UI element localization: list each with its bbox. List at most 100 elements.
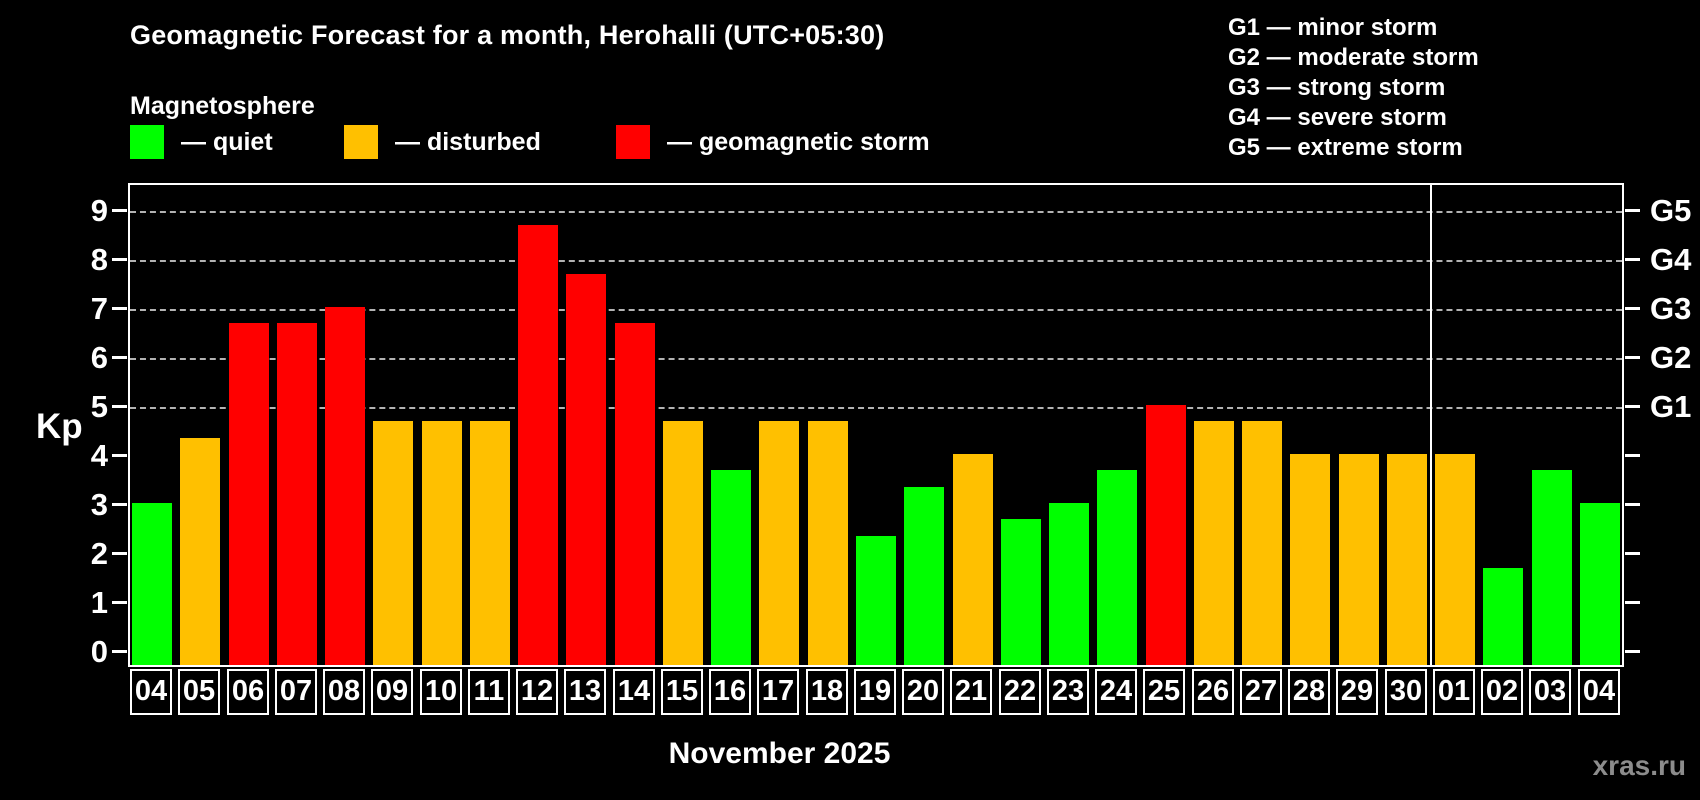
kp-bar-storm-day-25 (1146, 405, 1186, 665)
y-tick-label-0: 0 (90, 634, 108, 669)
kp-bar-disturbed-day-09 (373, 421, 413, 665)
kp-bar-quiet-day-20 (904, 487, 944, 665)
storm-scale-g5: G5 — extreme storm (1228, 134, 1463, 161)
right-axis-label-g1: G1 (1650, 389, 1692, 424)
kp-bar-disturbed-day-18 (808, 421, 848, 665)
day-label-18: 18 (806, 669, 848, 715)
day-label-24: 24 (1095, 669, 1137, 715)
y-tick-left-7 (112, 307, 127, 310)
y-tick-right-5 (1625, 405, 1640, 408)
gridline-kp-7 (130, 308, 1622, 311)
day-label-02: 02 (1481, 669, 1523, 715)
y-tick-left-1 (112, 601, 127, 604)
y-tick-right-8 (1625, 258, 1640, 261)
magnetosphere-label: Magnetosphere (130, 92, 315, 120)
right-axis-label-g5: G5 (1650, 193, 1692, 228)
kp-bar-storm-day-14 (615, 323, 655, 665)
storm-scale-g1: G1 — minor storm (1228, 14, 1438, 41)
storm-scale-g4: G4 — severe storm (1228, 104, 1447, 131)
y-tick-label-8: 8 (90, 242, 108, 277)
storm-label: — geomagnetic storm (667, 127, 930, 156)
day-label-11: 11 (468, 669, 510, 715)
kp-bar-quiet-day-03 (1532, 470, 1572, 665)
y-tick-right-7 (1625, 307, 1640, 310)
y-tick-label-7: 7 (90, 291, 108, 326)
y-tick-label-1: 1 (90, 585, 108, 620)
kp-bar-quiet-day-19 (856, 536, 896, 665)
day-label-21: 21 (950, 669, 992, 715)
day-label-03: 03 (1529, 669, 1571, 715)
day-label-25: 25 (1143, 669, 1185, 715)
gridline-kp-9 (130, 210, 1622, 213)
y-tick-label-6: 6 (90, 340, 108, 375)
day-label-23: 23 (1047, 669, 1089, 715)
storm-scale-g2: G2 — moderate storm (1228, 44, 1479, 71)
kp-bar-storm-day-07 (277, 323, 317, 665)
kp-bar-disturbed-day-05 (180, 438, 220, 665)
y-tick-right-3 (1625, 503, 1640, 506)
gridline-kp-8 (130, 259, 1622, 262)
y-tick-right-9 (1625, 209, 1640, 212)
legend-item-quiet: — quiet (130, 125, 273, 159)
quiet-label: — quiet (181, 127, 273, 156)
kp-bar-storm-day-06 (229, 323, 269, 665)
kp-bar-quiet-day-24 (1097, 470, 1137, 665)
day-label-14: 14 (613, 669, 655, 715)
kp-bar-quiet-day-04 (132, 503, 172, 665)
kp-bar-disturbed-day-30 (1387, 454, 1427, 665)
day-label-04: 04 (130, 669, 172, 715)
day-label-08: 08 (323, 669, 365, 715)
month-separator-line (1430, 185, 1432, 665)
day-label-28: 28 (1288, 669, 1330, 715)
quiet-color-swatch (130, 125, 164, 159)
kp-bar-quiet-day-23 (1049, 503, 1089, 665)
day-label-07: 07 (275, 669, 317, 715)
y-tick-label-9: 9 (90, 193, 108, 228)
kp-bar-quiet-day-02 (1483, 568, 1523, 665)
y-tick-label-2: 2 (90, 536, 108, 571)
kp-bar-disturbed-day-27 (1242, 421, 1282, 665)
y-tick-left-2 (112, 552, 127, 555)
month-label: November 2025 (668, 737, 891, 770)
day-label-29: 29 (1336, 669, 1378, 715)
right-axis-label-g2: G2 (1650, 340, 1692, 375)
day-label-16: 16 (709, 669, 751, 715)
y-tick-right-0 (1625, 650, 1640, 653)
kp-bar-disturbed-day-28 (1290, 454, 1330, 665)
y-tick-left-5 (112, 405, 127, 408)
y-tick-left-0 (112, 650, 127, 653)
day-label-26: 26 (1192, 669, 1234, 715)
y-tick-left-8 (112, 258, 127, 261)
y-tick-left-9 (112, 209, 127, 212)
y-tick-left-3 (112, 503, 127, 506)
plot-area (128, 183, 1624, 667)
y-tick-left-4 (112, 454, 127, 457)
day-label-17: 17 (757, 669, 799, 715)
day-label-06: 06 (227, 669, 269, 715)
right-axis-label-g4: G4 (1650, 242, 1692, 277)
day-label-15: 15 (661, 669, 703, 715)
disturbed-label: — disturbed (395, 127, 541, 156)
day-label-12: 12 (516, 669, 558, 715)
kp-bar-disturbed-day-26 (1194, 421, 1234, 665)
day-label-09: 09 (371, 669, 413, 715)
day-label-19: 19 (854, 669, 896, 715)
kp-bar-disturbed-day-29 (1339, 454, 1379, 665)
kp-bar-disturbed-day-21 (953, 454, 993, 665)
y-tick-right-2 (1625, 552, 1640, 555)
day-label-13: 13 (564, 669, 606, 715)
y-tick-left-6 (112, 356, 127, 359)
kp-bar-quiet-day-16 (711, 470, 751, 665)
kp-bar-quiet-day-22 (1001, 519, 1041, 665)
gridline-kp-6 (130, 357, 1622, 360)
day-label-04: 04 (1578, 669, 1620, 715)
kp-bar-disturbed-day-11 (470, 421, 510, 665)
kp-bar-storm-day-13 (566, 274, 606, 665)
storm-scale-g3: G3 — strong storm (1228, 74, 1446, 101)
kp-bar-disturbed-day-10 (422, 421, 462, 665)
y-tick-right-6 (1625, 356, 1640, 359)
day-label-05: 05 (178, 669, 220, 715)
disturbed-color-swatch (344, 125, 378, 159)
chart-title: Geomagnetic Forecast for a month, Heroha… (130, 20, 885, 50)
